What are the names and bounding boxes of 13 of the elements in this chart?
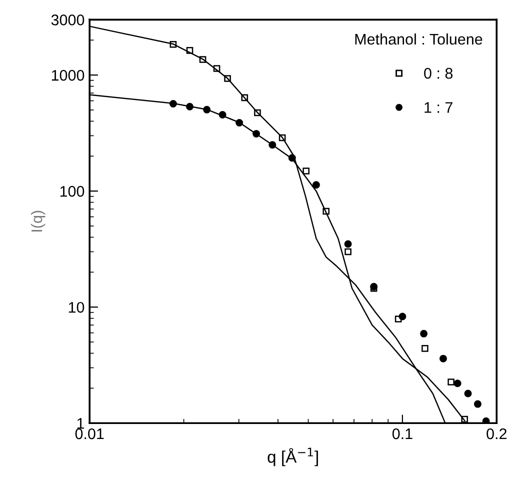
- x-axis-title: q [Å$^{−1}$]: [268, 448, 318, 466]
- y-tick-label: 10: [68, 302, 84, 313]
- y-tick-label: 3000: [51, 14, 84, 26]
- x-tick-label: 0.01: [75, 428, 104, 440]
- x-tick-label: 0.1: [392, 428, 412, 440]
- legend-title: Methanol : Toluene: [355, 33, 482, 45]
- y-tick-label: 1000: [52, 70, 84, 81]
- y-axis-title: I(q): [30, 210, 46, 232]
- y-tick-label: 100: [60, 186, 84, 197]
- legend-label: 0 : 8: [424, 68, 453, 79]
- x-tick-label: 0.2: [486, 428, 506, 440]
- legend-label: 1 : 7: [424, 102, 452, 113]
- y-tick-label: 1: [77, 418, 84, 429]
